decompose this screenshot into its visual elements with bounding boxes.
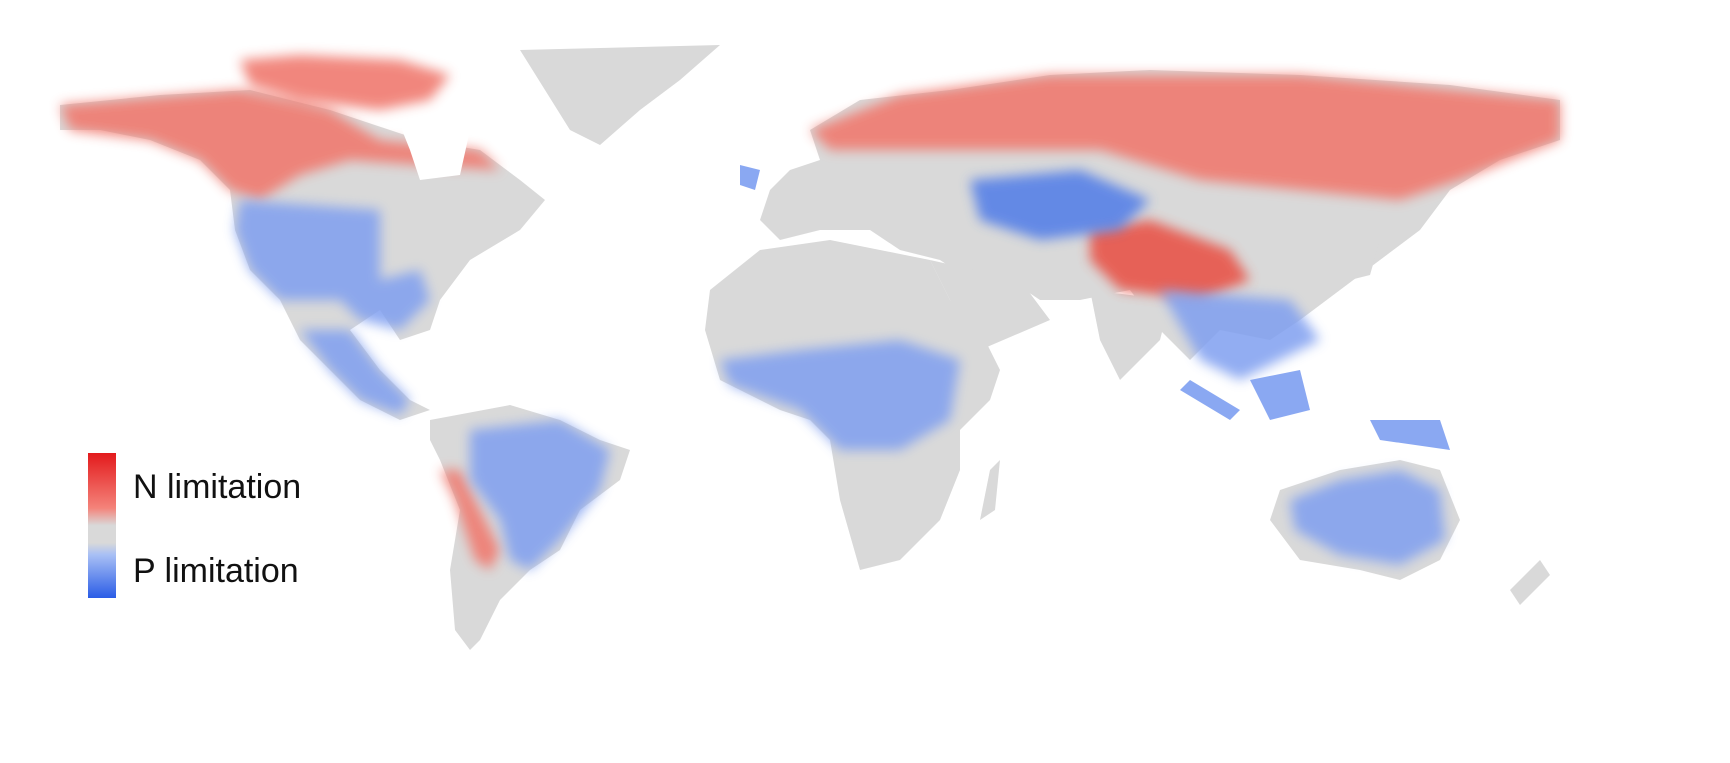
sumatra [1180, 380, 1240, 420]
legend-n-limitation-label: N limitation [133, 468, 302, 506]
p-limitation-regions [235, 170, 1445, 570]
arabia [930, 260, 1050, 350]
canadian-archipelago [240, 55, 450, 110]
hudson-bay [400, 125, 470, 180]
australia-interior [1290, 470, 1445, 565]
tibet [1090, 220, 1250, 300]
islands [740, 165, 1450, 450]
british-isles [740, 165, 760, 190]
andes [440, 470, 500, 570]
amazon [470, 420, 610, 570]
new-zealand [1510, 560, 1550, 605]
japan [1350, 240, 1380, 280]
central-america [300, 330, 410, 415]
legend-p-limitation-label: P limitation [133, 552, 299, 590]
central-asia [970, 170, 1150, 240]
united-states [235, 200, 430, 330]
borneo [1250, 370, 1310, 420]
india [1090, 290, 1170, 380]
alaska-canada [60, 90, 500, 200]
legend-color-bar [88, 453, 116, 598]
new-guinea [1370, 420, 1450, 450]
n-limitation-regions [60, 55, 1560, 570]
madagascar [980, 460, 1000, 520]
sahel [720, 340, 960, 450]
southeast-asia [1160, 290, 1320, 380]
greenland [520, 45, 720, 145]
siberia [810, 75, 1560, 200]
